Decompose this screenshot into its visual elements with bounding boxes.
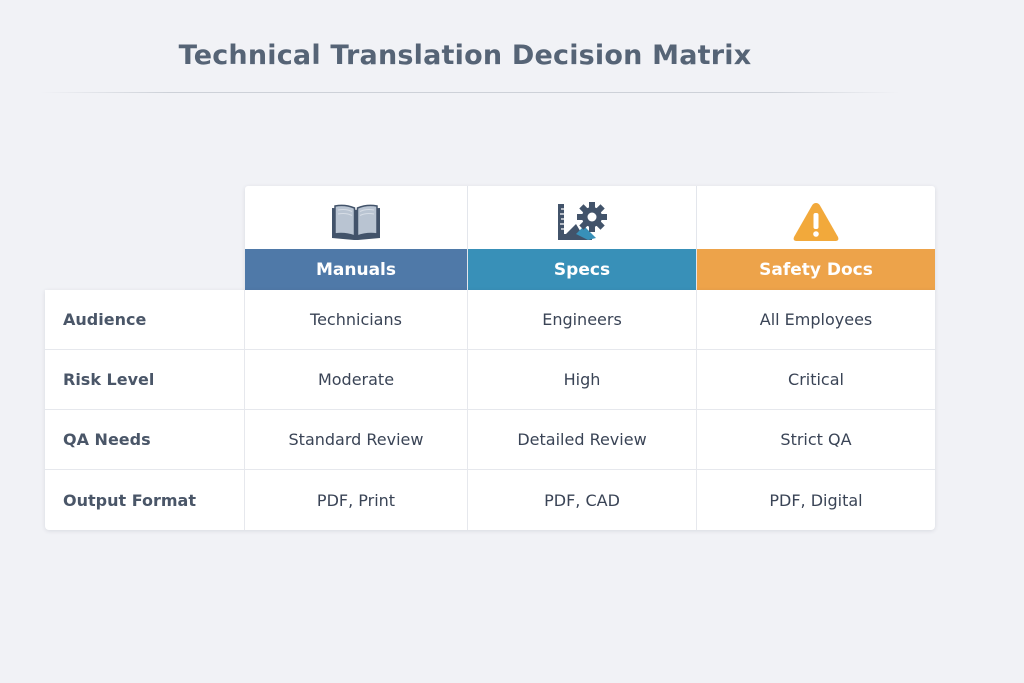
table-row-output-format: Output Format PDF, Print PDF, CAD PDF, D… — [45, 470, 935, 530]
table-cell: Detailed Review — [468, 410, 697, 469]
table-cell: Engineers — [468, 290, 697, 349]
matrix-table: Audience Technicians Engineers All Emplo… — [45, 290, 935, 530]
table-cell: PDF, CAD — [468, 470, 697, 530]
table-row-qa-needs: QA Needs Standard Review Detailed Review… — [45, 410, 935, 470]
row-label: QA Needs — [45, 410, 245, 469]
table-cell: High — [468, 350, 697, 409]
table-row-risk-level: Risk Level Moderate High Critical — [45, 350, 935, 410]
column-label-safety-docs: Safety Docs — [697, 249, 935, 290]
row-label: Risk Level — [45, 350, 245, 409]
column-header-manuals: Manuals — [245, 186, 468, 290]
table-cell: All Employees — [759, 310, 873, 329]
column-label-specs: Specs — [468, 249, 696, 290]
column-header-safety-docs: Safety Docs — [697, 186, 935, 290]
table-cell: Moderate — [245, 350, 468, 409]
title-divider — [40, 92, 900, 93]
ruler-gear-icon — [552, 196, 612, 248]
table-cell: PDF, Digital — [769, 490, 863, 510]
table-cell: Standard Review — [245, 410, 468, 469]
column-header-row: Manuals — [245, 186, 935, 290]
warning-icon — [786, 196, 846, 248]
table-cell: Strict QA — [780, 430, 852, 449]
column-header-specs: Specs — [468, 186, 697, 290]
row-label: Audience — [45, 290, 245, 349]
table-cell: Technicians — [245, 290, 468, 349]
table-cell: PDF, Print — [245, 470, 468, 530]
table-row-audience: Audience Technicians Engineers All Emplo… — [45, 290, 935, 350]
column-label-manuals: Manuals — [245, 249, 467, 290]
page-title: Technical Translation Decision Matrix — [178, 40, 752, 71]
book-icon — [326, 196, 386, 248]
row-label: Output Format — [45, 470, 245, 530]
table-cell: Critical — [788, 370, 844, 389]
